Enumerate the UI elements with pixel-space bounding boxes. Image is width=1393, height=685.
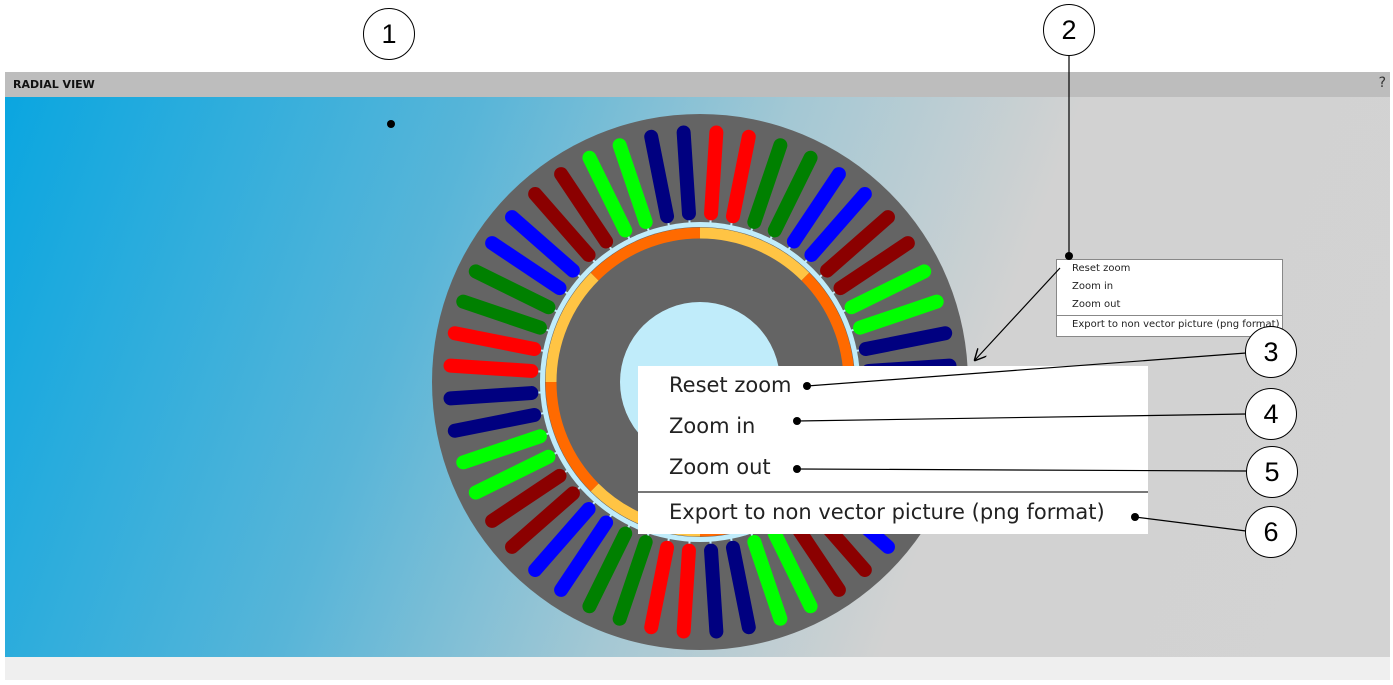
slot-opening [539,411,548,415]
slot-opening [576,273,584,280]
menu-zoom-out-large[interactable]: Zoom out [669,455,771,479]
stator-slot [747,138,788,229]
stator-slot [582,526,633,614]
slot-opening [852,349,861,353]
callout-3: 3 [1245,326,1297,378]
slot-opening [839,309,847,314]
slot-opening [785,245,792,253]
stator-slot [853,294,944,335]
rotor-magnet-pole [545,272,599,383]
stator-slot [804,187,872,262]
menu-separator-large [638,491,1148,493]
slot-opening [768,235,773,243]
stator-slot [644,540,675,635]
stator-slot [767,526,818,614]
stator-slot [528,187,596,262]
slot-opening [749,227,754,235]
slot-opening [667,221,671,230]
stator-slot [468,449,556,500]
panel-titlebar: RADIAL VIEW ? [5,72,1390,97]
stator-slot [582,150,633,238]
stator-slot [554,515,614,597]
slot-opening [545,328,553,333]
stator-slot [447,407,542,438]
callout-5: 5 [1246,446,1298,498]
context-menu-enlarged: Reset zoom Zoom in Zoom out Export to no… [638,366,1148,534]
slot-opening [729,534,733,543]
slot-opening [576,484,584,491]
stator-slot [747,535,788,626]
slot-opening [545,431,553,436]
slot-opening [608,511,615,519]
stator-slot [468,264,556,315]
stator-slot [704,543,724,639]
callout-4: 4 [1245,388,1297,440]
slot-opening [563,290,571,297]
menu-reset-zoom-large[interactable]: Reset zoom [669,373,792,397]
stator-slot [485,468,567,528]
stator-slot [505,486,580,554]
menu-zoom-out[interactable]: Zoom out [1072,299,1121,310]
menu-zoom-in[interactable]: Zoom in [1072,281,1114,292]
context-menu-small: Reset zoom Zoom in Zoom out Export to no… [1056,259,1283,337]
rotor-magnet-pole [590,227,701,281]
callout-2: 2 [1043,4,1095,56]
slot-opening [802,258,809,266]
stator-slot [844,264,932,315]
slot-opening [847,328,855,333]
menu-export-png-large[interactable]: Export to non vector picture (png format… [669,500,1105,524]
slot-opening [553,450,561,455]
callout-6: 6 [1245,506,1297,558]
rotor-magnet-pole [699,227,810,281]
panel-title: RADIAL VIEW [13,78,95,91]
slot-opening [591,498,598,506]
slot-opening [591,258,598,266]
stator-slot [443,386,539,406]
stator-slot [612,535,653,626]
rotor-magnet-pole [545,381,599,492]
stator-slot [725,540,756,635]
stator-slot [485,236,567,296]
stator-slot [820,210,895,278]
stator-slot [767,150,818,238]
stator-slot [725,129,756,224]
slot-opening [829,290,837,297]
slot-opening [646,227,651,235]
stator-slot [644,129,675,224]
menu-zoom-in-large[interactable]: Zoom in [669,414,756,438]
slot-opening [539,349,548,353]
stator-slot [505,210,580,278]
stator-slot [447,326,542,357]
slot-opening [608,245,615,253]
stator-slot [528,502,596,577]
stator-slot [456,429,547,470]
stator-slot [676,543,696,639]
slot-opening [563,467,571,474]
stator-slot [456,294,547,335]
menu-separator [1057,315,1282,316]
slot-opening [816,273,824,280]
stator-slot [833,236,915,296]
stator-slot [443,358,539,378]
menu-reset-zoom[interactable]: Reset zoom [1072,263,1131,274]
stator-slot [858,326,953,357]
slot-opening [627,235,632,243]
slot-opening [627,521,632,529]
callout-1: 1 [363,8,415,60]
slot-opening [553,309,561,314]
slot-opening [729,221,733,230]
menu-export-png[interactable]: Export to non vector picture (png format… [1072,319,1280,330]
stator-slot [612,138,653,229]
help-button[interactable]: ? [1378,75,1386,91]
slot-opening [667,534,671,543]
stator-slot [676,125,696,221]
stator-slot [704,125,724,221]
stator-slot [554,167,614,249]
stator-slot [786,167,846,249]
